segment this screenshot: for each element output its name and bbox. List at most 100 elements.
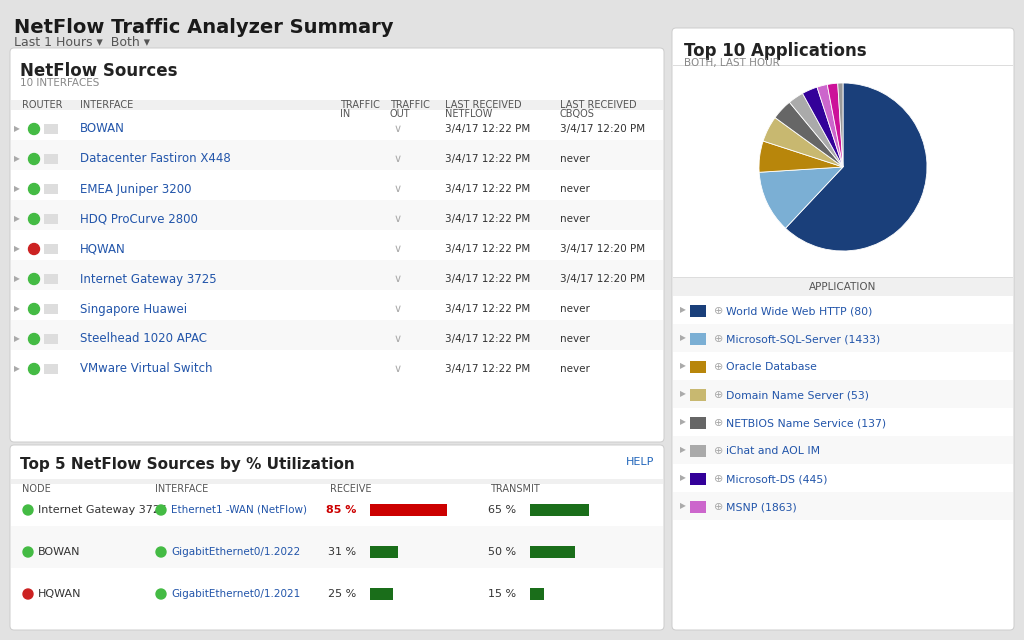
Wedge shape	[838, 83, 843, 167]
Text: INTERFACE: INTERFACE	[80, 100, 133, 110]
Text: Ethernet1 -WAN (NetFlow): Ethernet1 -WAN (NetFlow)	[171, 505, 307, 515]
Text: ⊕: ⊕	[714, 474, 723, 484]
Bar	[11, 110, 663, 140]
Text: OUT: OUT	[390, 109, 411, 119]
FancyBboxPatch shape	[672, 28, 1014, 630]
Text: 3/4/17 12:22 PM: 3/4/17 12:22 PM	[445, 244, 530, 254]
Text: ▶: ▶	[680, 333, 686, 342]
Text: BOWAN: BOWAN	[80, 122, 125, 136]
Bar	[673, 380, 1013, 408]
Text: 3/4/17 12:20 PM: 3/4/17 12:20 PM	[560, 274, 645, 284]
Wedge shape	[759, 167, 843, 228]
Text: ∨: ∨	[394, 184, 402, 194]
Circle shape	[156, 547, 166, 557]
Text: NETFLOW: NETFLOW	[445, 109, 493, 119]
Text: ▶: ▶	[14, 244, 19, 253]
Text: 25 %: 25 %	[328, 589, 356, 599]
Text: 3/4/17 12:22 PM: 3/4/17 12:22 PM	[445, 334, 530, 344]
Text: ▶: ▶	[14, 184, 19, 193]
Text: CBQOS: CBQOS	[560, 109, 595, 119]
Circle shape	[29, 243, 40, 255]
Text: ∨: ∨	[394, 214, 402, 224]
Circle shape	[29, 124, 40, 134]
Text: VMware Virtual Switch: VMware Virtual Switch	[80, 362, 213, 376]
Text: HELP: HELP	[626, 457, 654, 467]
Circle shape	[156, 589, 166, 599]
Text: HDQ ProCurve 2800: HDQ ProCurve 2800	[80, 212, 198, 225]
Text: 50 %: 50 %	[487, 547, 516, 557]
Text: ▶: ▶	[680, 502, 686, 511]
Text: HQWAN: HQWAN	[38, 589, 82, 599]
Text: ▶: ▶	[680, 390, 686, 399]
Bar	[44, 274, 58, 284]
Bar	[11, 290, 663, 320]
Text: Top 10 Applications: Top 10 Applications	[684, 42, 866, 60]
Circle shape	[29, 214, 40, 225]
Text: ▶: ▶	[14, 275, 19, 284]
Text: 3/4/17 12:22 PM: 3/4/17 12:22 PM	[445, 274, 530, 284]
Bar	[11, 484, 663, 526]
Wedge shape	[759, 141, 843, 172]
Text: 3/4/17 12:22 PM: 3/4/17 12:22 PM	[445, 304, 530, 314]
Bar	[44, 364, 58, 374]
Wedge shape	[790, 93, 843, 167]
Text: Internet Gateway 3725: Internet Gateway 3725	[80, 273, 217, 285]
Bar	[690, 501, 706, 513]
Text: GigabitEthernet0/1.2021: GigabitEthernet0/1.2021	[171, 589, 300, 599]
Text: ∨: ∨	[394, 304, 402, 314]
Text: 3/4/17 12:22 PM: 3/4/17 12:22 PM	[445, 364, 530, 374]
Bar	[11, 170, 663, 200]
Wedge shape	[827, 83, 843, 167]
Wedge shape	[763, 118, 843, 167]
Text: never: never	[560, 214, 590, 224]
Text: ▶: ▶	[14, 214, 19, 223]
Circle shape	[156, 505, 166, 515]
Circle shape	[29, 273, 40, 285]
Text: 31 %: 31 %	[328, 547, 356, 557]
Text: ⊕: ⊕	[714, 306, 723, 316]
Text: ∨: ∨	[394, 364, 402, 374]
Text: never: never	[560, 304, 590, 314]
Bar	[11, 200, 663, 230]
Text: NetFlow Sources: NetFlow Sources	[20, 62, 177, 80]
Text: ▶: ▶	[680, 305, 686, 314]
Wedge shape	[785, 83, 927, 251]
Text: 3/4/17 12:22 PM: 3/4/17 12:22 PM	[445, 154, 530, 164]
Text: ⊕: ⊕	[714, 446, 723, 456]
Text: BOWAN: BOWAN	[38, 547, 81, 557]
Bar	[690, 417, 706, 429]
Text: Steelhead 1020 APAC: Steelhead 1020 APAC	[80, 333, 207, 346]
Text: APPLICATION: APPLICATION	[809, 282, 877, 292]
Bar	[673, 408, 1013, 436]
Bar	[11, 320, 663, 350]
Text: Last 1 Hours ▾  Both ▾: Last 1 Hours ▾ Both ▾	[14, 36, 150, 49]
Bar	[673, 277, 1013, 278]
Text: ⊕: ⊕	[714, 502, 723, 512]
FancyBboxPatch shape	[10, 48, 664, 442]
Text: ⊕: ⊕	[714, 418, 723, 428]
Bar	[690, 305, 706, 317]
Text: never: never	[560, 154, 590, 164]
Bar	[11, 140, 663, 170]
Text: ROUTER: ROUTER	[22, 100, 62, 110]
Bar	[690, 333, 706, 345]
Bar	[673, 65, 1013, 66]
Bar	[44, 184, 58, 194]
Bar	[11, 350, 663, 380]
Circle shape	[29, 154, 40, 164]
Text: ▶: ▶	[680, 445, 686, 454]
Text: NetFlow Traffic Analyzer Summary: NetFlow Traffic Analyzer Summary	[14, 18, 393, 37]
Bar	[673, 278, 1013, 296]
Circle shape	[23, 589, 33, 599]
Text: TRANSMIT: TRANSMIT	[490, 484, 540, 494]
Text: ▶: ▶	[14, 125, 19, 134]
Wedge shape	[775, 102, 843, 167]
Text: ∨: ∨	[394, 274, 402, 284]
Bar	[673, 296, 1013, 324]
Bar	[11, 230, 663, 260]
Bar	[690, 473, 706, 485]
Text: 85 %: 85 %	[326, 505, 356, 515]
Text: RECEIVE: RECEIVE	[330, 484, 372, 494]
Bar	[44, 304, 58, 314]
Circle shape	[29, 364, 40, 374]
